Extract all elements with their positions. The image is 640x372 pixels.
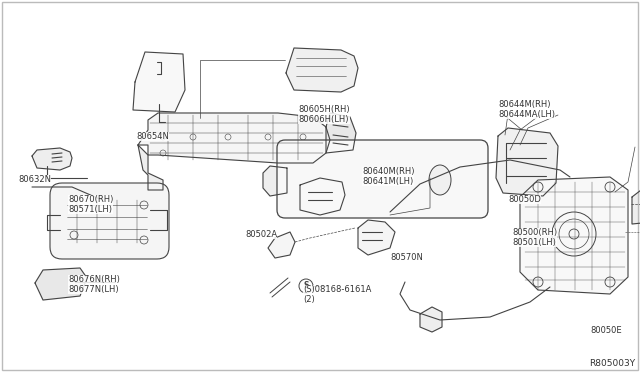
Polygon shape [420,307,442,332]
Polygon shape [138,145,163,190]
FancyBboxPatch shape [50,183,169,259]
Text: 80500(RH)
80501(LH): 80500(RH) 80501(LH) [512,228,557,247]
Text: 80676N(RH)
80677N(LH): 80676N(RH) 80677N(LH) [68,275,120,294]
Polygon shape [286,48,358,92]
Text: S: S [303,282,308,291]
Text: R805003Y: R805003Y [589,359,635,368]
Ellipse shape [429,165,451,195]
Text: 80502A: 80502A [245,230,277,239]
Text: 80640M(RH)
80641M(LH): 80640M(RH) 80641M(LH) [362,167,415,186]
Text: 80050D: 80050D [508,195,541,204]
Text: 80050E: 80050E [590,326,621,335]
Polygon shape [632,187,640,224]
Text: 80670(RH)
80571(LH): 80670(RH) 80571(LH) [68,195,113,214]
Polygon shape [268,232,295,258]
Polygon shape [32,148,72,170]
Text: 80632N: 80632N [18,175,51,184]
FancyBboxPatch shape [277,140,488,218]
Polygon shape [358,220,395,255]
Text: 80654N: 80654N [136,132,169,141]
Polygon shape [326,113,356,153]
Polygon shape [300,178,345,215]
Polygon shape [138,113,330,163]
Text: 80605H(RH)
80606H(LH): 80605H(RH) 80606H(LH) [298,105,349,124]
Text: 80644M(RH)
80644MA(LH): 80644M(RH) 80644MA(LH) [498,100,555,119]
Text: 80570N: 80570N [390,253,423,262]
Text: (S)08168-6161A
(2): (S)08168-6161A (2) [303,285,371,304]
Polygon shape [496,128,558,196]
Polygon shape [263,166,287,196]
Polygon shape [520,177,628,294]
Polygon shape [35,268,87,300]
Circle shape [299,279,313,293]
Polygon shape [133,52,185,112]
